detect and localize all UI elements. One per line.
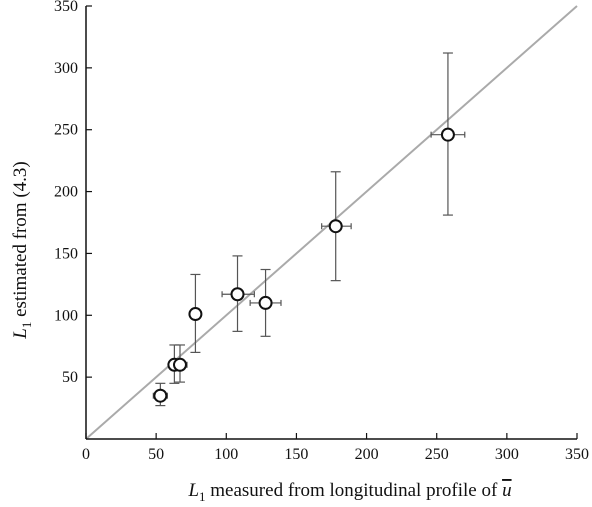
x-tick-label: 150	[284, 446, 308, 463]
data-point-8	[440, 127, 455, 142]
data-points-layer	[153, 127, 455, 403]
error-bars-layer	[152, 52, 466, 407]
y-tick-label: 200	[54, 184, 78, 201]
data-point-3	[172, 357, 187, 372]
x-tick-label: 0	[82, 446, 90, 463]
y-tick-label: 350	[54, 0, 78, 15]
y-tick-label: 150	[54, 245, 78, 262]
data-point-4	[188, 307, 203, 322]
x-tick-label: 50	[148, 446, 164, 463]
data-point-1	[153, 388, 168, 403]
y-tick-label: 250	[54, 122, 78, 139]
y-tick-label: 300	[54, 60, 78, 77]
axes-layer	[85, 6, 577, 440]
data-point-7	[328, 219, 343, 234]
data-point-6	[258, 295, 273, 310]
y-tick-label: 50	[62, 369, 78, 386]
x-axis-title: L1 measured from longitudinal profile of…	[187, 480, 511, 504]
x-tick-label: 250	[425, 446, 449, 463]
x-tick-label: 350	[565, 446, 589, 463]
data-point-5	[230, 287, 245, 302]
ticks-layer: 0 50 100 150 200 250 300 350 50 100 150 200 250 300 35…	[54, 0, 589, 463]
x-tick-label: 100	[214, 446, 238, 463]
y-axis-title: L1 estimated from (4.3)	[10, 161, 34, 339]
x-tick-label: 200	[355, 446, 379, 463]
x-tick-label: 300	[495, 446, 519, 463]
y-tick-label: 100	[54, 307, 78, 324]
